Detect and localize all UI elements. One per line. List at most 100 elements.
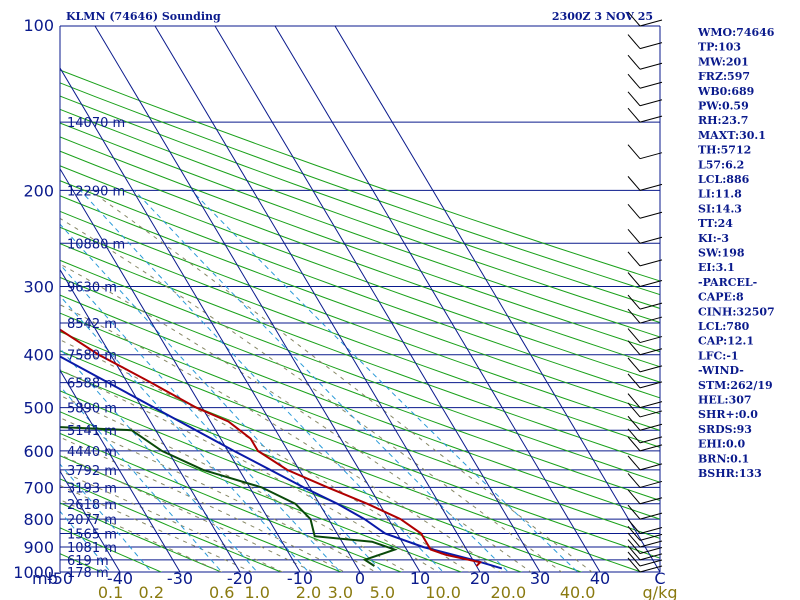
wind-barb-staff: [627, 545, 641, 561]
mixing-ratio-labels: 0.1 0.2 0.6 1.0 2.0 3.0 5.0 10.0 20.0 40.0 g/kg: [98, 583, 678, 600]
pressure-label: 700: [23, 478, 54, 497]
wind-barb-flag: [639, 259, 663, 267]
wind-barb-flag: [639, 444, 663, 452]
wind-barb-flag: [639, 512, 663, 520]
index-line: CAPE:8: [698, 291, 744, 304]
temperature-label: 20: [470, 569, 490, 588]
dry-adiabat-line: [60, 350, 643, 572]
mixing-ratio-label: 5.0: [370, 583, 395, 600]
mixing-ratio-line: [60, 347, 258, 572]
wind-barb-flag: [639, 99, 663, 107]
index-line: SHR+:0.0: [698, 408, 758, 421]
wind-barb-staff: [627, 504, 641, 520]
wind-barb-staff: [627, 489, 641, 505]
dry-adiabat-line: [60, 150, 660, 368]
height-label: 12290 m: [67, 184, 125, 199]
pressure-label: 100: [23, 16, 54, 35]
pressure-label: 500: [23, 399, 54, 418]
wind-barb-flag: [639, 565, 663, 573]
wind-barb-flag: [639, 480, 663, 488]
height-label: 1081 m: [67, 541, 117, 556]
index-line: BSHR:133: [698, 467, 762, 480]
height-label: 5141 m: [67, 424, 117, 439]
dry-adiabat-line: [60, 369, 583, 572]
index-line: LI:11.8: [698, 188, 742, 201]
wind-barb-staff: [627, 519, 641, 534]
moist-adiabat-line: [89, 189, 593, 572]
plot-area: [60, 26, 660, 572]
dry-adiabat-line: [60, 69, 660, 282]
mixing-ratio-label: 40.0: [560, 583, 596, 600]
temperature-label: -30: [167, 569, 193, 588]
isotherm-line: [274, 26, 601, 572]
wind-barb-staff: [627, 557, 641, 573]
mixing-ratio-line: [60, 295, 310, 572]
parcel-path: [60, 355, 503, 570]
index-line: RH:23.7: [698, 114, 748, 127]
wind-barb-staff: [627, 73, 641, 89]
pressure-label: 900: [23, 538, 54, 557]
dry-adiabat-line: [60, 502, 223, 572]
wind-barb-flag: [639, 280, 663, 287]
index-line: MW:201: [698, 55, 749, 68]
wind-barb-flag: [639, 19, 663, 27]
height-label: 14070 m: [67, 116, 125, 131]
pressure-label: 1000: [13, 563, 54, 582]
moist-adiabat-line: [60, 436, 346, 572]
height-label: 6588 m: [67, 377, 117, 392]
index-line: STM:262/19: [698, 379, 773, 392]
height-label: 5890 m: [67, 402, 117, 417]
mixing-ratio-lines: [60, 190, 579, 572]
wind-barb-staff: [627, 436, 641, 452]
mixing-ratio-label: 1.0: [244, 583, 269, 600]
index-line: LCL:886: [698, 173, 750, 186]
wind-barb-staff: [627, 228, 641, 244]
isotherm-line: [60, 369, 181, 572]
dry-adiabat-line: [60, 411, 463, 572]
wind-barb-staff: [627, 473, 641, 488]
moist-adiabat-line: [60, 417, 377, 572]
wind-barb-staff: [627, 415, 641, 431]
temperature-label: -10: [287, 569, 313, 588]
pressure-label: 400: [23, 346, 54, 365]
index-line: SRDS:93: [698, 423, 752, 436]
height-label: 3792 m: [67, 464, 117, 479]
dry-adiabat-line: [60, 527, 163, 572]
temperature-label: -40: [107, 569, 133, 588]
dry-adiabat-line: [60, 195, 660, 415]
dry-adiabat-line: [60, 210, 660, 431]
dry-adiabat-line: [60, 276, 660, 502]
mixing-ratio-label: 0.6: [209, 583, 234, 600]
wind-barb-staff: [627, 393, 641, 408]
mixing-ratio-label: g/kg: [643, 583, 678, 600]
mixing-ratio-line: [191, 190, 579, 572]
mixing-ratio-line: [134, 190, 510, 572]
index-line: CAP:12.1: [698, 335, 754, 348]
wind-barb-staff: [627, 532, 641, 548]
wind-barb-staff: [627, 11, 641, 27]
temperature-label: 0: [355, 569, 365, 588]
wind-barb-staff: [627, 328, 641, 343]
height-label: 9630 m: [67, 281, 117, 296]
wind-barb-flag: [639, 526, 663, 534]
isotherms: [60, 26, 660, 572]
wind-barb-staff: [627, 551, 641, 567]
pressure-unit-label: mb: [32, 569, 58, 588]
wind-barb-flag: [639, 436, 663, 444]
index-line: L57:6.2: [698, 158, 744, 171]
mixing-ratio-label: 0.2: [139, 583, 164, 600]
dry-adiabat-line: [60, 108, 660, 324]
temperature-label: 40: [590, 569, 610, 588]
index-line: TP:103: [698, 41, 741, 54]
wind-barb-staff: [627, 357, 641, 373]
isotherm-line: [60, 67, 361, 572]
wind-barb-flag: [639, 42, 663, 50]
wind-barb-flag: [639, 348, 663, 356]
dry-adiabat-line: [60, 294, 660, 520]
height-labels: 14070 m 12290 m 10880 m 9630 m 8542 m 7580 m 6…: [67, 116, 125, 581]
dry-adiabat-line: [60, 180, 660, 399]
wind-barb-staff: [627, 34, 641, 49]
